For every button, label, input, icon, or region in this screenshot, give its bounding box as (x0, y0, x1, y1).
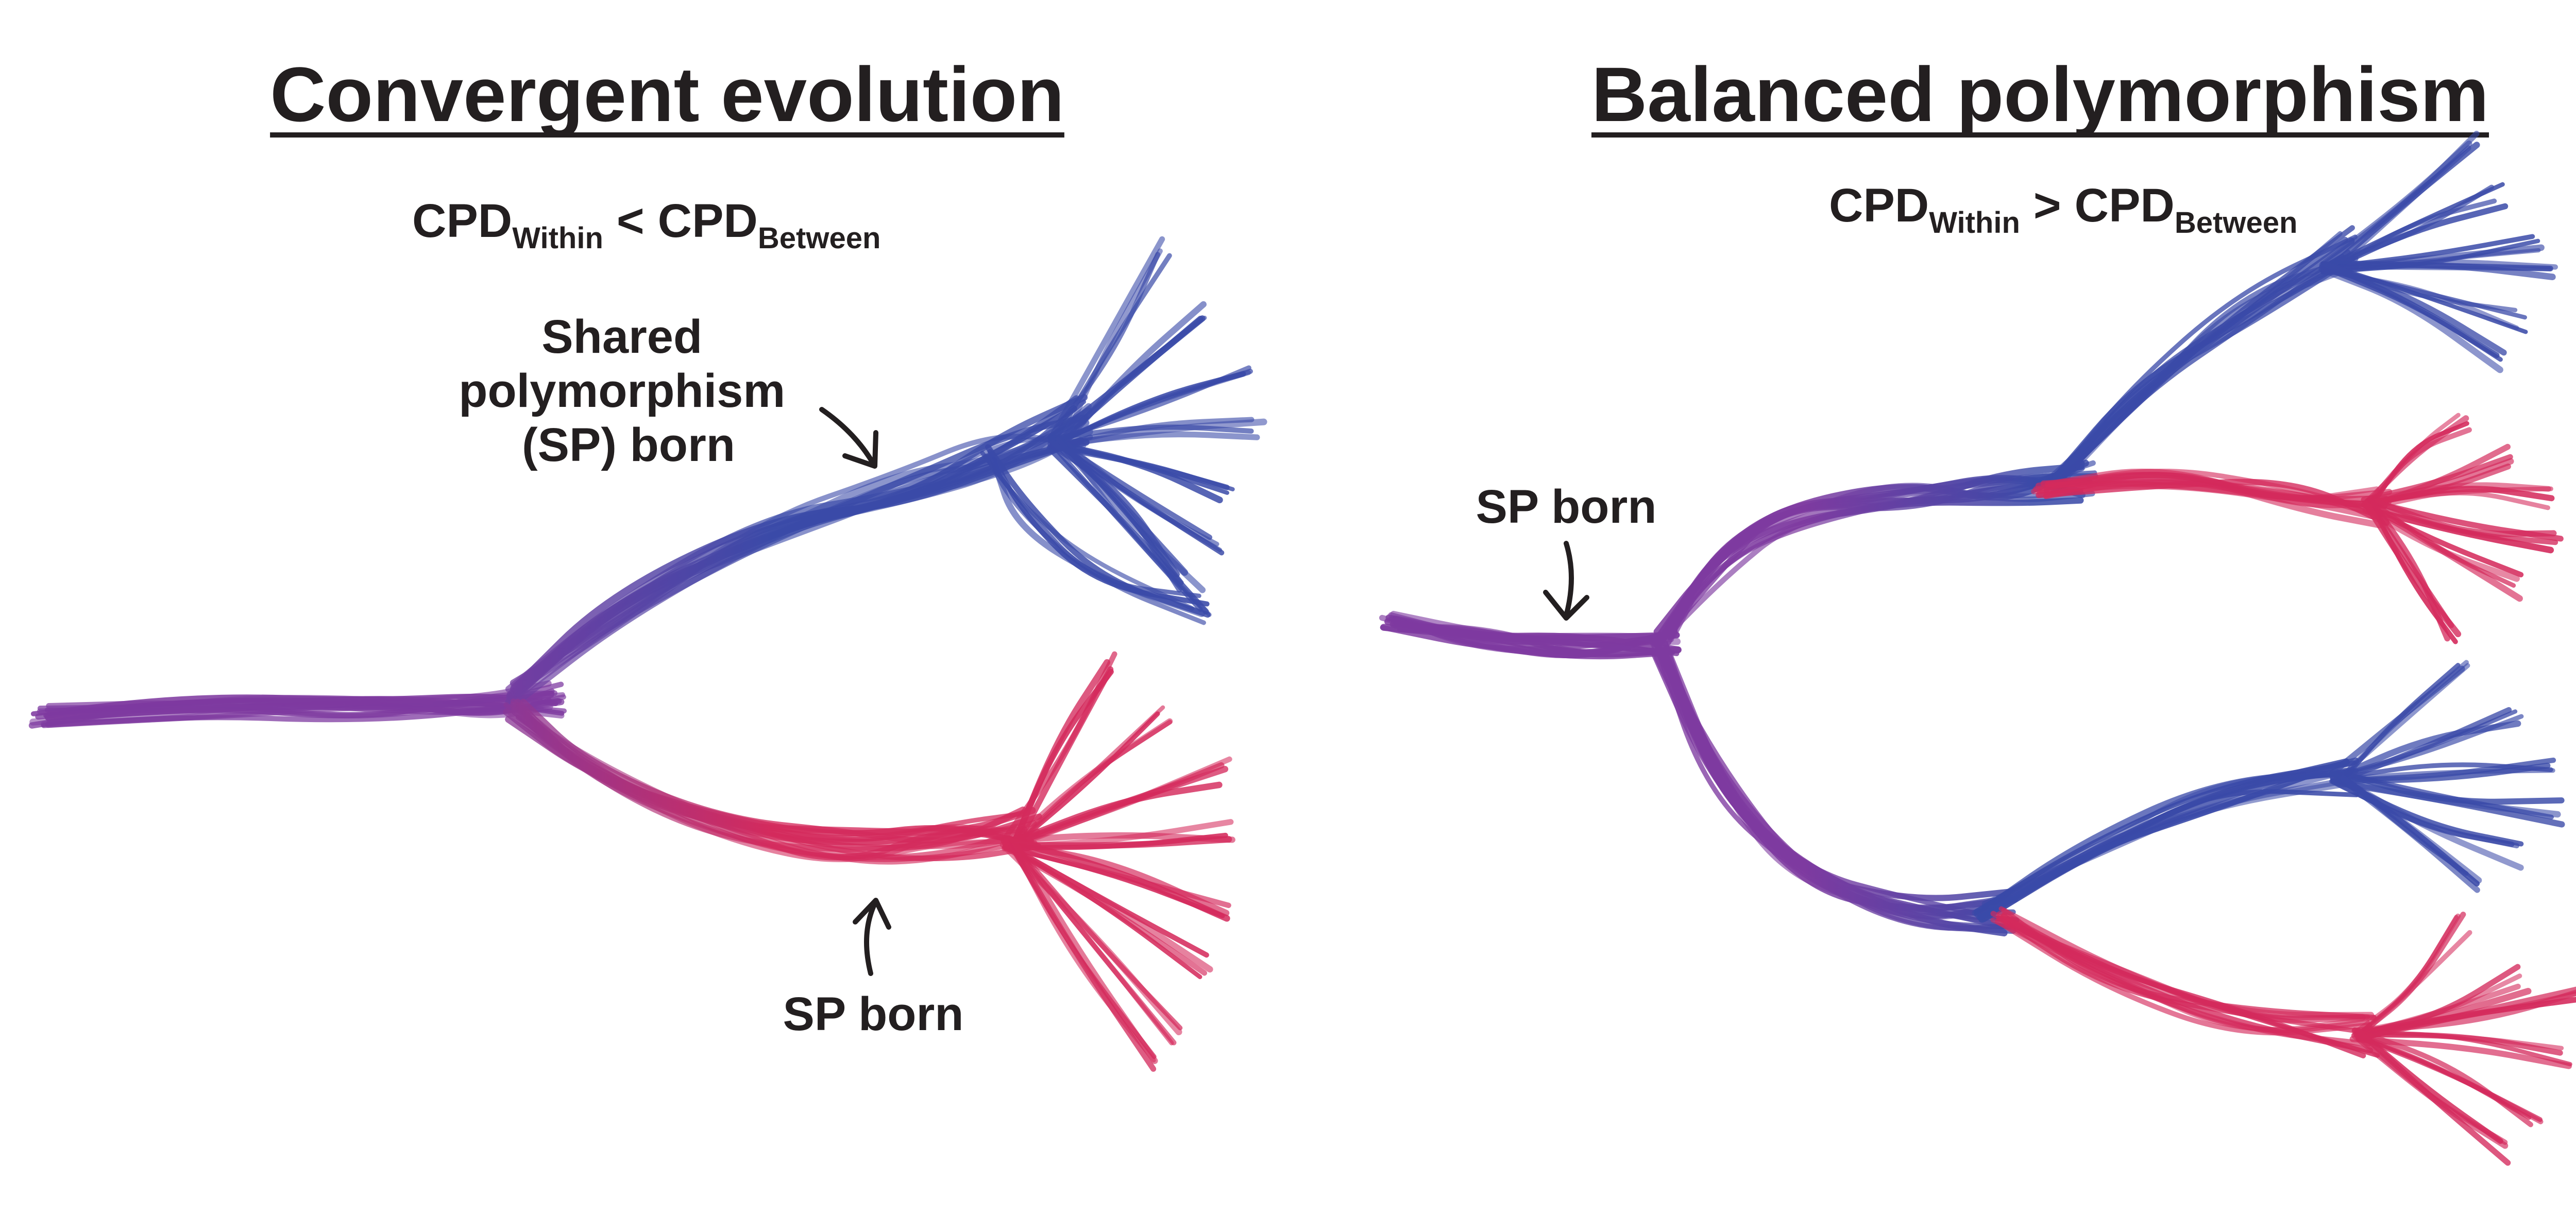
strand (41, 695, 565, 728)
strand (2321, 267, 2503, 373)
sp-born-label: SP born (783, 988, 963, 1040)
sp-born-arrow (1543, 541, 1589, 621)
strand (1002, 844, 1182, 1036)
strand (37, 681, 564, 711)
strand (1994, 918, 2372, 1036)
shared-polymorphism-label: Shared polymorphism (SP) born (459, 311, 798, 471)
strand (2043, 255, 2359, 493)
blue-lineage-upper (2043, 130, 2558, 494)
strand (514, 416, 1088, 706)
tree-convergent (28, 236, 1267, 1072)
strand (1008, 843, 1157, 1059)
strand (2050, 263, 2360, 494)
shared-label-line2: polymorphism (459, 365, 785, 417)
strand (1980, 772, 2353, 912)
strand (1667, 477, 2086, 639)
sp-born-arrow-blue (819, 407, 878, 469)
strand (505, 419, 1090, 693)
strand (1978, 759, 2350, 920)
strand (507, 710, 1029, 862)
strand (2371, 503, 2451, 642)
strand (2367, 482, 2551, 503)
panel-title: Convergent evolution (270, 51, 1064, 138)
cpd-operator: < (617, 195, 645, 247)
strand (2340, 775, 2480, 887)
panel-convergent-evolution: Convergent evolution CPDWithin < CPDBetwee… (28, 51, 1267, 1072)
strand (2319, 130, 2480, 270)
strand (2049, 225, 2355, 489)
sp-born-arrow-red (853, 898, 891, 976)
blue-lineage (505, 236, 1267, 706)
strand (1055, 435, 1188, 576)
strand (513, 702, 1042, 850)
lower-ancestral-branch (1648, 637, 2021, 937)
ancestral-trunk (1379, 611, 1682, 660)
panel-balanced-polymorphism: Balanced polymorphism CPDWithin > CPDBetwe… (1379, 51, 2576, 1166)
cpd-right: CPD (658, 195, 758, 247)
blue-lineage-lower (1972, 660, 2565, 923)
sp-born-label: SP born (1476, 481, 1656, 533)
cpd-left: CPD (1829, 179, 1929, 232)
strand (1380, 624, 1681, 658)
red-lineage-lower (1990, 906, 2576, 1166)
strand (2319, 264, 2503, 362)
tree-balanced (1379, 130, 2576, 1166)
shared-label-line3: (SP) born (522, 419, 735, 471)
strand (45, 694, 566, 727)
strand (1384, 618, 1682, 654)
strand (1663, 643, 2020, 929)
strand (2003, 917, 2366, 1058)
upper-ancestral-branch (1651, 459, 2098, 651)
cpd-right-subscript: Between (2175, 206, 2298, 239)
cpd-equation: CPDWithin > CPDBetween (1829, 179, 2297, 239)
panel-title: Balanced polymorphism (1591, 51, 2489, 138)
cpd-right: CPD (2075, 179, 2175, 232)
strand (2353, 1033, 2508, 1145)
shared-label-line1: Shared (541, 311, 702, 363)
ancestral-trunk (28, 680, 567, 729)
strand (1662, 653, 2006, 920)
strand (2052, 257, 2352, 481)
strand (2045, 481, 2384, 508)
strand (510, 437, 1084, 693)
strand (1046, 445, 1209, 615)
red-lineage (503, 651, 1235, 1072)
cpd-equation: CPDWithin < CPDBetween (412, 195, 880, 255)
strand (1048, 315, 1206, 441)
red-lineage-upper (2031, 413, 2564, 644)
strand (990, 457, 1205, 618)
strand (2330, 775, 2524, 847)
cpd-left-subscript: Within (512, 221, 603, 255)
cpd-right-subscript: Between (758, 221, 881, 255)
cpd-operator: > (2033, 179, 2061, 232)
cpd-left: CPD (412, 195, 512, 247)
strand (2001, 908, 2377, 1020)
cpd-left-subscript: Within (1929, 206, 2020, 239)
strand (2321, 261, 2507, 356)
